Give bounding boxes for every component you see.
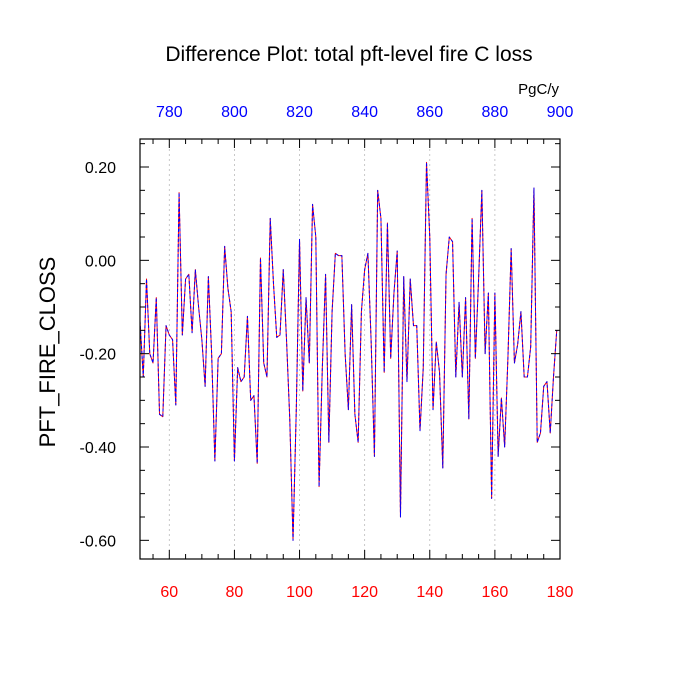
tick-labels: 60 80 100 120 140 160 180 780 800 820 840 860 880 900… <box>80 104 574 601</box>
top-x-tick-label: 780 <box>156 104 183 121</box>
y-axis-label: PFT_FIRE_CLOSS <box>35 257 60 448</box>
chart-title: Difference Plot: total pft-level fire C … <box>165 43 532 66</box>
y-tick-label: 0.00 <box>85 253 116 270</box>
top-x-tick-label: 900 <box>547 104 574 121</box>
grid-lines <box>168 139 496 559</box>
top-x-tick-label: 860 <box>416 104 443 121</box>
series-lines <box>139 161 558 541</box>
axis-ticks <box>140 139 561 559</box>
x-tick-label: 120 <box>351 584 378 601</box>
x-tick-label: 160 <box>482 584 509 601</box>
x-tick-label: 80 <box>226 584 244 601</box>
y-tick-label: -0.40 <box>80 440 117 457</box>
y-tick-label: 0.20 <box>85 160 116 177</box>
top-x-tick-label: 840 <box>351 104 378 121</box>
x-tick-label: 180 <box>547 584 574 601</box>
top-x-tick-label: 800 <box>221 104 248 121</box>
x-tick-label: 100 <box>286 584 313 601</box>
x-tick-label: 140 <box>416 584 443 601</box>
plot-frame <box>139 138 561 560</box>
x-tick-label: 60 <box>160 584 178 601</box>
units-label: PgC/y <box>518 81 559 98</box>
y-tick-label: -0.60 <box>80 533 117 550</box>
top-x-tick-label: 820 <box>286 104 313 121</box>
series-line-blue <box>139 161 558 541</box>
top-x-tick-label: 880 <box>482 104 509 121</box>
y-tick-label: -0.20 <box>80 347 117 364</box>
